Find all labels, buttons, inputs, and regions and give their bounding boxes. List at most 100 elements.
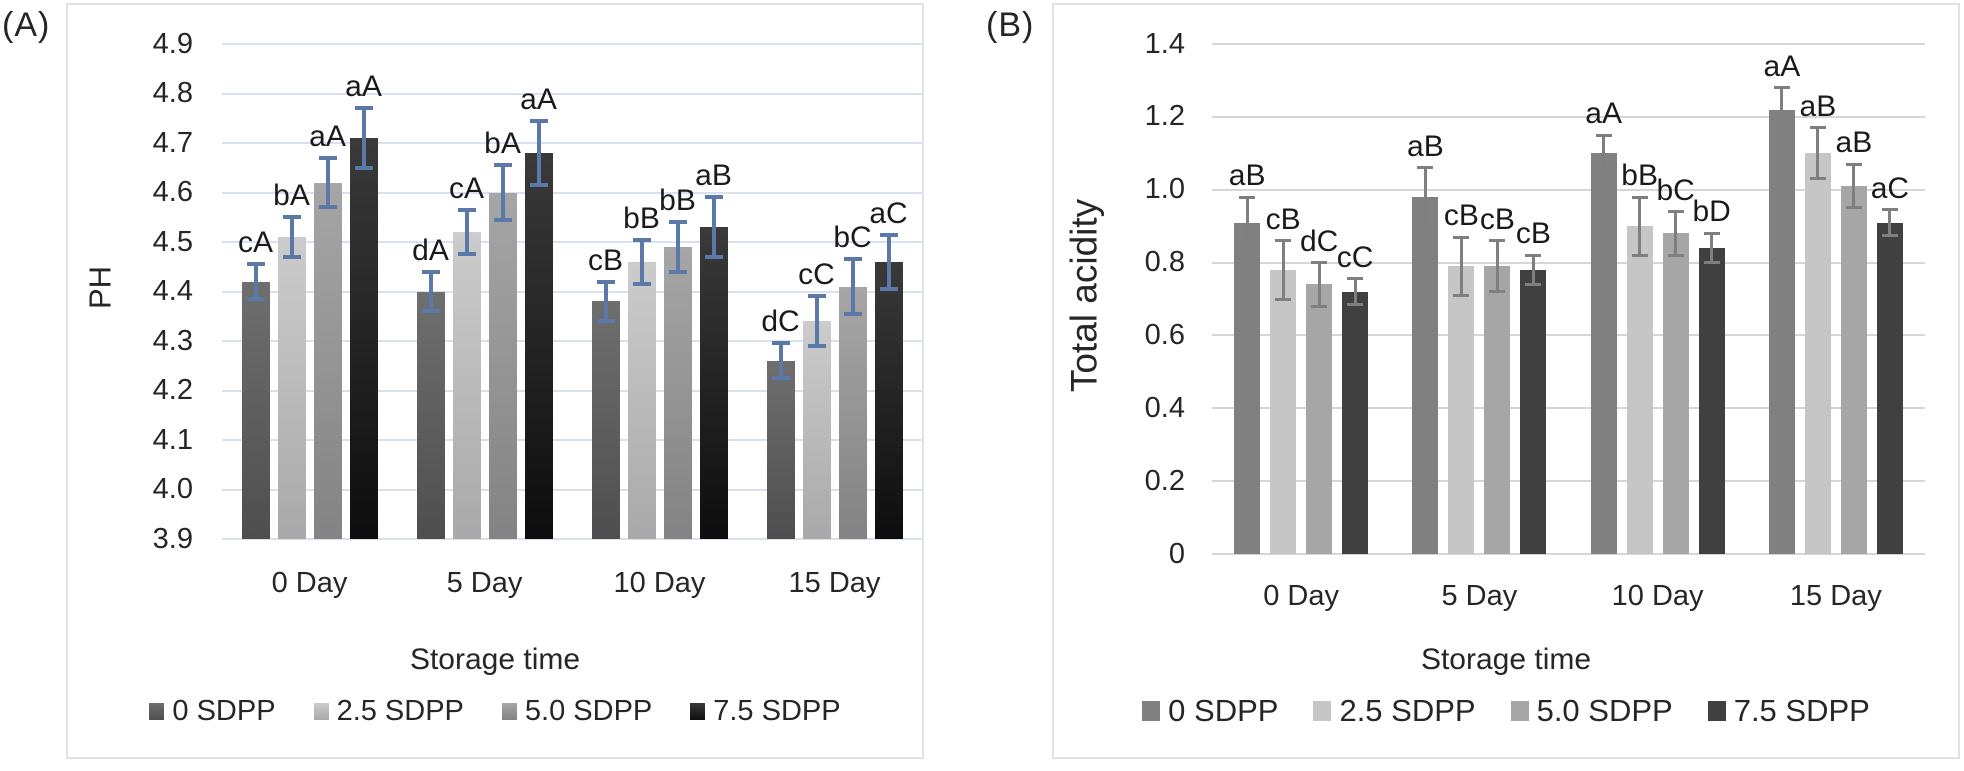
error-bar-cap <box>246 296 265 301</box>
bar <box>663 246 692 539</box>
error-bar-cap <box>1311 261 1328 265</box>
sig-label: dC <box>761 305 800 339</box>
plot-area: 0 Day aB cB dC cC 5 Day aB cB cB cB 10 Day aA bB bC bD… <box>1212 43 1925 611</box>
error-bar <box>639 239 644 285</box>
legend-label: 0 SDPP <box>172 695 276 727</box>
error-bar-cap <box>1809 126 1826 130</box>
error-bar-cap <box>1239 246 1256 250</box>
sig-label: aB <box>1799 89 1837 123</box>
x-tick-label: 5 Day <box>446 567 523 599</box>
error-bar <box>603 281 608 322</box>
error-bar-cap <box>596 279 615 284</box>
y-tick-label: 4.9 <box>152 27 193 60</box>
error-bar-cap <box>1881 208 1898 212</box>
error-bar-cap <box>632 282 651 287</box>
error-bar-cap <box>771 376 790 381</box>
legend-marker-icon <box>1510 700 1529 721</box>
y-tick-label: 0.4 <box>1144 391 1185 424</box>
y-tick-label: 0.2 <box>1144 464 1185 497</box>
bar <box>488 192 517 539</box>
x-axis-title: Storage time <box>409 643 581 676</box>
sig-label: cB <box>1479 202 1515 236</box>
error-bar-cap <box>807 294 826 299</box>
error-bar-cap <box>493 217 512 222</box>
error-bar <box>361 108 366 168</box>
legend-label: 7.5 SDPP <box>713 695 841 727</box>
error-bar-cap <box>1667 210 1684 214</box>
error-bar <box>711 197 716 257</box>
error-bar-cap <box>282 254 301 259</box>
error-bar-cap <box>318 205 337 210</box>
error-bar-cap <box>1845 162 1862 166</box>
error-bar-cap <box>1667 253 1684 257</box>
sig-label: aA <box>1763 49 1801 83</box>
gridline <box>1212 407 1925 410</box>
legend-marker-icon <box>1313 700 1332 721</box>
bar <box>1306 284 1333 554</box>
sig-label: aC <box>869 196 908 230</box>
bar <box>1484 266 1511 554</box>
error-bar <box>1245 197 1249 248</box>
sig-label: cB <box>1515 217 1551 251</box>
sig-label: aA <box>309 119 346 153</box>
error-bar-cap <box>1773 86 1790 90</box>
sig-label: aB <box>1228 159 1266 192</box>
error-bar <box>1317 262 1321 307</box>
error-bar-cap <box>1703 261 1720 265</box>
bar <box>838 286 867 539</box>
legend-item: 5.0 SDPP <box>1510 695 1673 726</box>
y-tick-label: 0.6 <box>1144 318 1185 351</box>
legend-marker-icon <box>1142 700 1161 721</box>
y-tick-label: 0 <box>1168 537 1185 570</box>
legend: 0 SDPP 2.5 SDPP 5.0 SDPP 7.5 SDPP <box>68 697 922 726</box>
sig-label: aA <box>520 82 557 116</box>
error-bar-cap <box>1809 177 1826 181</box>
error-bar-cap <box>879 232 898 237</box>
legend-item: 5.0 SDPP <box>501 697 652 726</box>
bar <box>313 182 342 539</box>
gridline <box>222 142 922 144</box>
gridline <box>1212 334 1925 337</box>
error-bar <box>325 157 330 208</box>
panel-b-label: (B) <box>986 6 1035 44</box>
error-bar <box>778 343 783 379</box>
error-bar <box>1816 127 1820 179</box>
error-bar <box>1674 211 1678 256</box>
error-bar <box>1353 278 1357 305</box>
error-bar-cap <box>632 237 651 242</box>
error-bar-cap <box>282 215 301 220</box>
error-bar-cap <box>771 341 790 346</box>
bar <box>766 360 795 539</box>
error-bar-cap <box>457 252 476 257</box>
y-tick-label: 1.2 <box>1144 100 1185 133</box>
error-bar-cap <box>704 254 723 259</box>
panel-b-chart: 0 Day aB cB dC cC 5 Day aB cB cB cB 10 Day aA bB bC bD… <box>1052 3 1960 759</box>
x-tick-label: 0 Day <box>1263 580 1339 612</box>
bar <box>416 291 445 539</box>
bar <box>1342 291 1369 554</box>
bar <box>699 227 728 539</box>
y-tick-label: 4.4 <box>152 275 193 307</box>
error-bar-cap <box>1595 170 1612 173</box>
legend-label: 2.5 SDPP <box>1339 693 1476 728</box>
sig-label: aA <box>345 70 382 104</box>
gridline <box>222 488 922 491</box>
y-tick-label: 4.6 <box>152 176 193 208</box>
gridline <box>1212 43 1925 45</box>
error-bar-cap <box>1845 206 1862 210</box>
bar <box>349 138 378 539</box>
error-bar <box>1495 240 1499 292</box>
error-bar <box>464 209 469 255</box>
y-tick-label: 3.9 <box>152 522 193 555</box>
error-bar-cap <box>1275 239 1292 243</box>
bar <box>452 232 481 539</box>
sig-label: aB <box>1835 126 1873 160</box>
legend-marker-icon <box>149 703 165 720</box>
gridline <box>222 340 922 342</box>
error-bar <box>1459 237 1463 296</box>
plot-area: 0 Day cA bA aA aA 5 Day dA cA bA aA 10 Day cB bB bB aB… <box>222 43 922 598</box>
gridline <box>222 191 922 194</box>
error-bar-cap <box>668 220 687 225</box>
sig-label: bC <box>833 221 872 255</box>
error-bar <box>814 296 819 346</box>
